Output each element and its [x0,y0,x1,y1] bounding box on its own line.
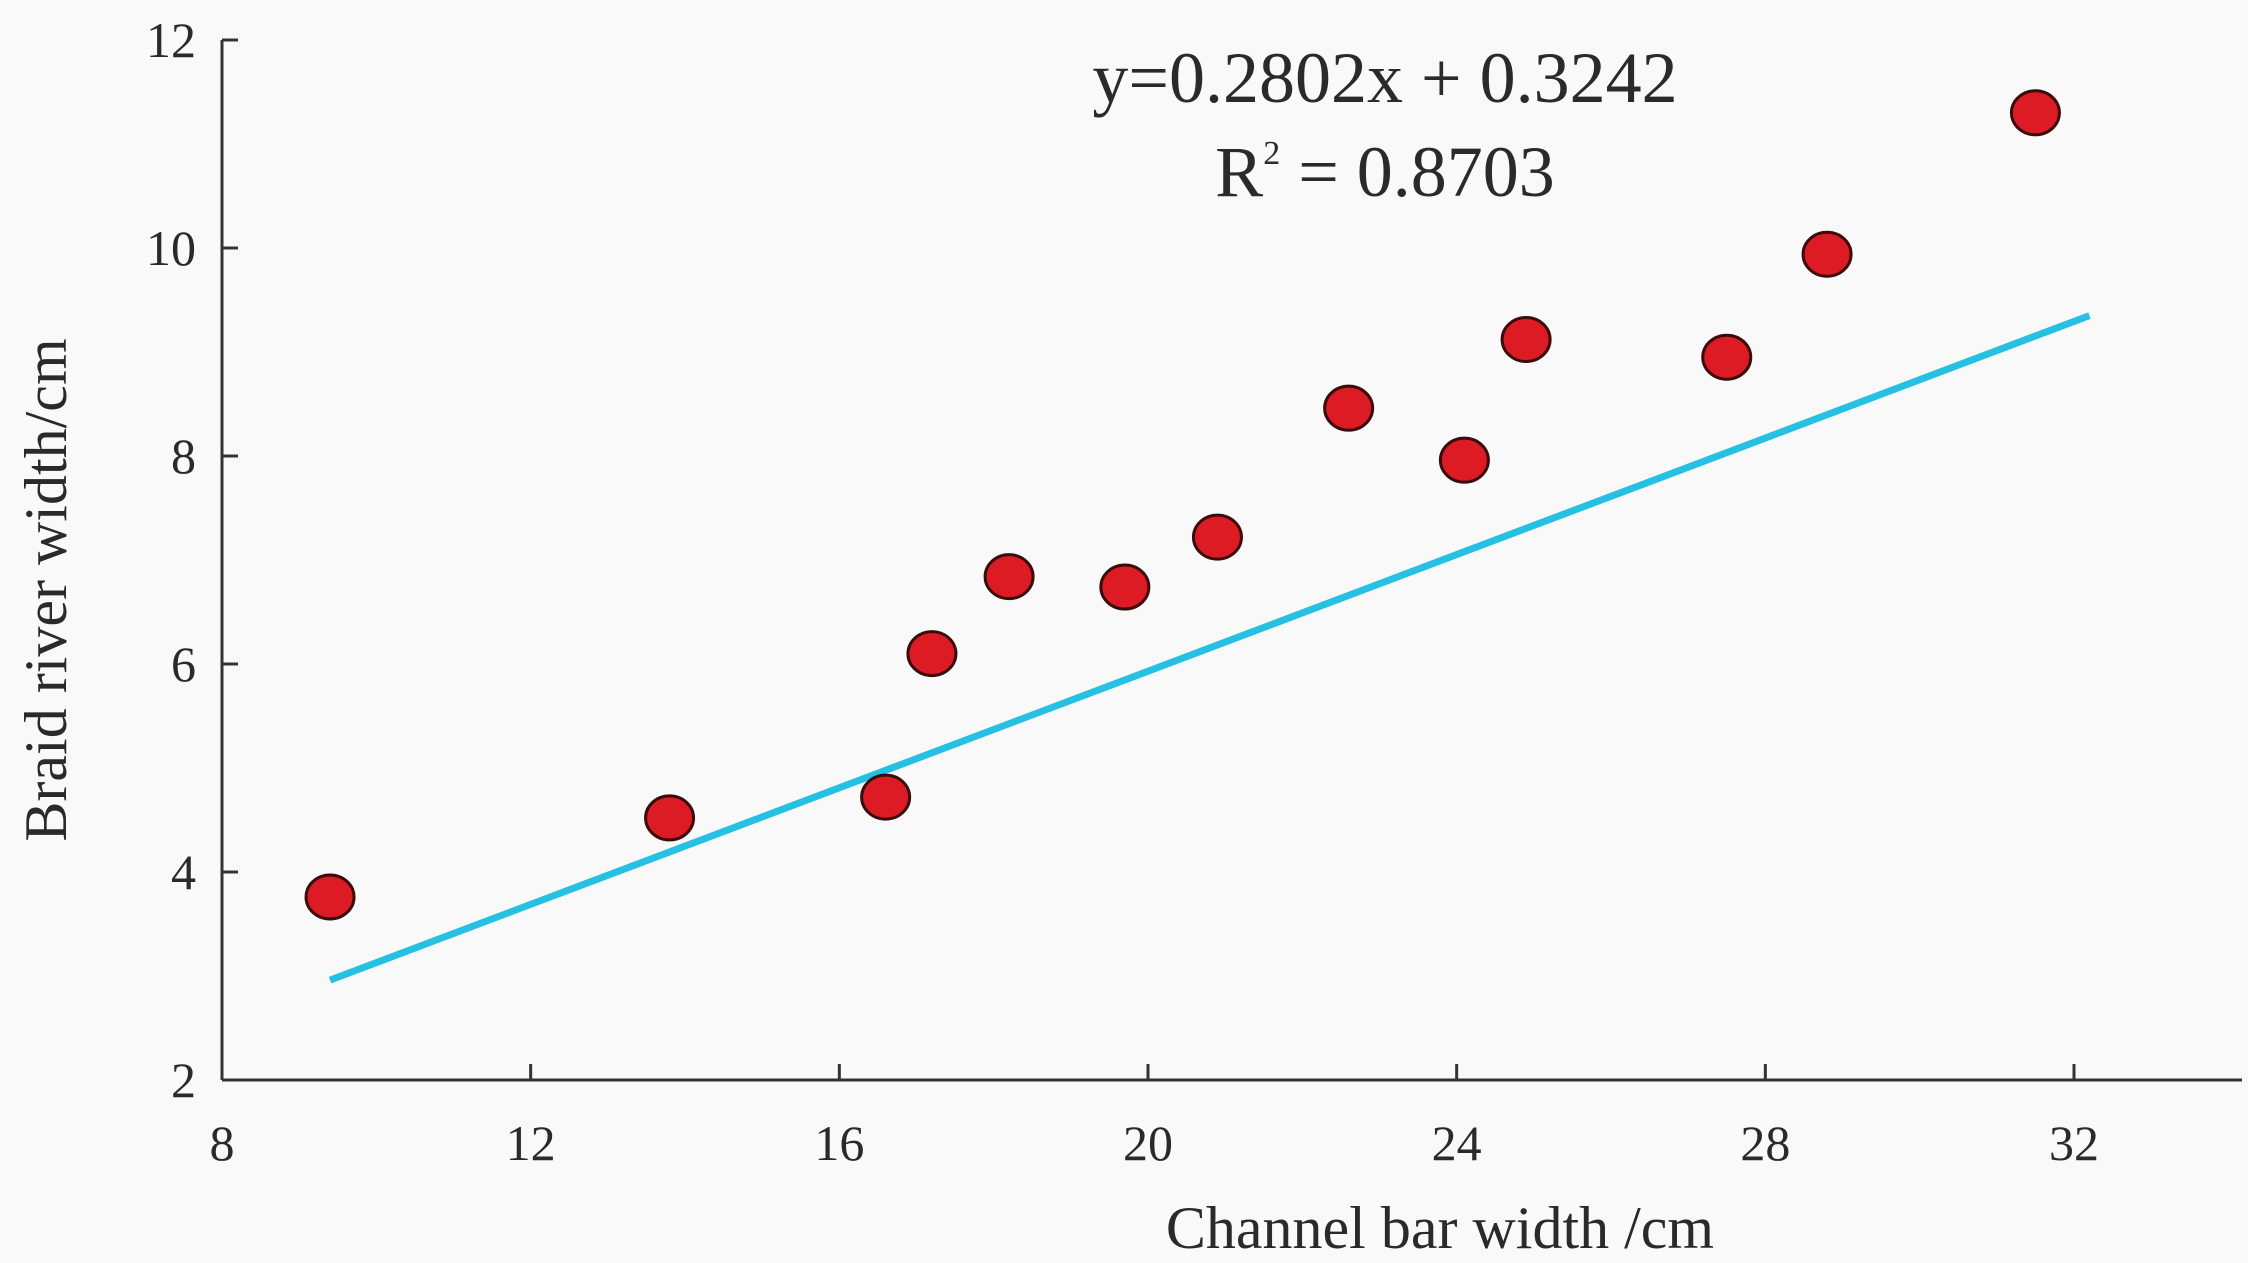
data-point [644,794,696,842]
y-tick-label: 8 [171,428,196,484]
x-tick-label: 8 [210,1115,235,1171]
data-point [1323,384,1375,432]
y-tick-label: 4 [171,844,196,900]
y-tick-label: 6 [171,636,196,692]
x-tick-label: 28 [1740,1115,1790,1171]
data-point [304,873,356,921]
data-point [1500,316,1552,364]
y-axis-title: Braid river width/cm [13,338,79,841]
r-squared-label: R2 = 0.8703 [1215,132,1555,212]
x-tick-label: 12 [506,1115,556,1171]
y-tick-label: 10 [146,220,196,276]
x-tick-label: 24 [1432,1115,1482,1171]
data-point [1438,436,1490,484]
regression-line [328,312,2091,984]
data-point [860,773,912,821]
r-squared-base: R [1215,132,1263,212]
x-axis-title: Channel bar width /cm [1166,1195,1714,1261]
axes [220,40,2242,1082]
data-point [1801,230,1853,278]
r-squared-value: = 0.8703 [1280,132,1555,212]
trend-line-group [328,312,2091,984]
data-point [1701,333,1753,381]
r-squared-superscript: 2 [1263,135,1280,172]
x-tick-label: 32 [2049,1115,2099,1171]
data-point [983,553,1035,601]
data-point [2009,89,2061,137]
data-point [906,630,958,678]
data-point [1099,563,1151,611]
x-tick-label: 20 [1123,1115,1173,1171]
data-point [1191,513,1243,561]
y-tick-label: 2 [171,1052,196,1108]
data-points [304,89,2061,921]
y-tick-label: 12 [146,12,196,68]
regression-equation: y=0.2802x + 0.3242 [1092,38,1677,118]
x-tick-label: 16 [814,1115,864,1171]
